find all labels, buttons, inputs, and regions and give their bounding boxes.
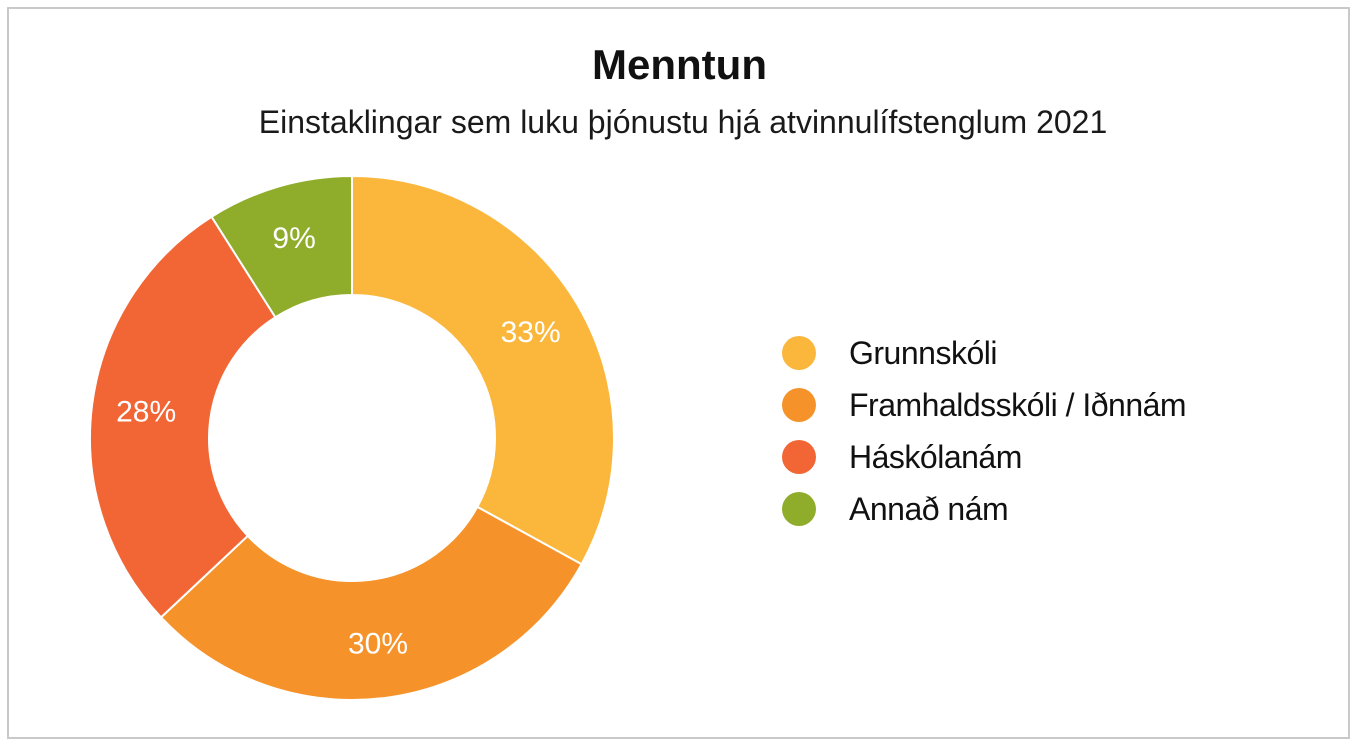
legend-item: Annað nám [782,483,1186,535]
chart-title: Menntun [592,41,767,88]
legend-swatch [782,440,816,474]
donut-slice-2 [159,505,583,701]
chart-legend: Grunnskóli Framhaldsskóli / Iðnnám Háskóla… [782,327,1187,535]
legend-swatch [782,388,816,422]
slice-value-label: 28% [116,395,176,428]
legend-label: Grunnskóli [849,334,997,371]
slice-value-label: 9% [272,222,315,255]
legend-swatch [782,336,816,370]
legend-label: Háskólanám [849,438,1022,475]
legend-swatch [782,492,816,526]
legend-item: Grunnskóli [782,327,1186,379]
donut-slice-4 [210,174,353,319]
legend-label: Framhaldsskóli / Iðnnám [849,386,1187,423]
legend-label: Annað nám [849,490,1009,527]
legend-item: Háskólanám [782,431,1186,483]
slice-value-label: 30% [348,627,408,660]
legend-item: Framhaldsskóli / Iðnnám [782,379,1187,431]
donut-slice-1 [351,174,615,566]
slice-value-label: 33% [501,316,561,349]
chart-subtitle: Einstaklingar sem luku þjónustu hjá atvi… [258,104,1108,140]
donut-slice-3 [89,215,277,619]
